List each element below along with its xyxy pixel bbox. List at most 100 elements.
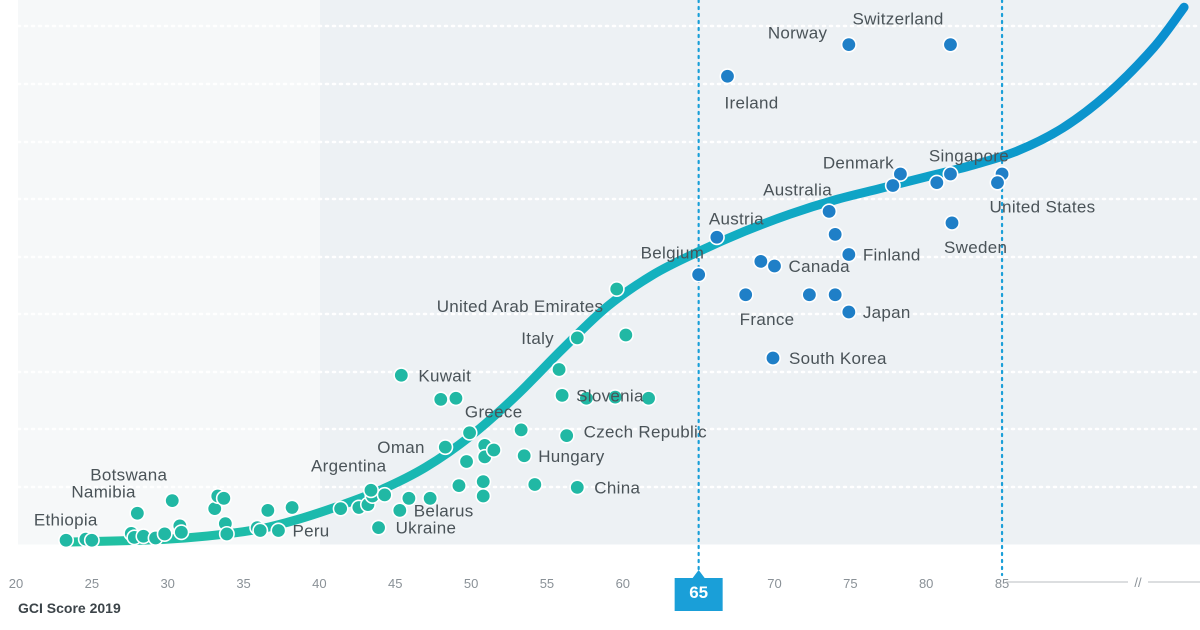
data-point [513, 421, 530, 438]
point-label-ireland: Ireland [724, 93, 778, 112]
point-label-kuwait: Kuwait [418, 366, 471, 385]
data-point [376, 486, 393, 503]
x-tick-label-45: 45 [388, 576, 402, 591]
data-point [400, 490, 417, 507]
data-point-france [737, 286, 754, 303]
x-tick-label-50: 50 [464, 576, 478, 591]
data-point-czech-republic [558, 427, 575, 444]
data-point [422, 490, 439, 507]
plot-band [320, 0, 1200, 547]
data-point [617, 326, 634, 343]
data-point-belgium [690, 266, 707, 283]
data-point [58, 532, 75, 549]
data-point [801, 286, 818, 303]
data-point [607, 389, 624, 406]
data-point-belarus [391, 502, 408, 519]
data-point-denmark [884, 177, 901, 194]
x-tick-label-80: 80 [919, 576, 933, 591]
x-tick-label-40: 40 [312, 576, 326, 591]
data-point [475, 487, 492, 504]
data-point-argentina [362, 482, 379, 499]
x-tick-label-35: 35 [236, 576, 250, 591]
data-point-austria [708, 229, 725, 246]
point-label-hungary: Hungary [538, 447, 605, 466]
highlight-marker-badge [674, 570, 723, 611]
data-point [827, 226, 844, 243]
data-point [156, 525, 173, 542]
x-tick-label-25: 25 [85, 576, 99, 591]
data-point [752, 253, 769, 270]
data-point [173, 524, 190, 541]
point-label-ukraine: Ukraine [396, 519, 457, 538]
data-point [259, 502, 276, 519]
data-point-peru [270, 522, 287, 539]
point-label-czech-republic: Czech Republic [584, 423, 707, 442]
data-point [432, 391, 449, 408]
point-label-oman: Oman [377, 438, 425, 457]
data-point-hungary [516, 447, 533, 464]
trend-curve [61, 2, 1189, 547]
point-label-peru: Peru [292, 522, 329, 541]
x-tick-label-55: 55 [540, 576, 554, 591]
point-label-norway: Norway [768, 24, 828, 43]
data-point [215, 490, 232, 507]
x-tick-label-20: 20 [9, 576, 23, 591]
data-point [578, 390, 595, 407]
point-label-denmark: Denmark [823, 154, 894, 173]
data-point-norway [840, 36, 857, 53]
data-point-ireland [719, 68, 736, 85]
x-tick-label-75: 75 [843, 576, 857, 591]
data-point [892, 166, 909, 183]
data-point-singapore [928, 174, 945, 191]
point-label-ethiopia: Ethiopia [34, 510, 98, 529]
point-label-canada: Canada [789, 257, 851, 276]
highlight-marker-label: 65 [689, 583, 708, 602]
reference-lines [697, 0, 1004, 577]
data-point [332, 500, 349, 517]
point-label-italy: Italy [521, 329, 554, 348]
data-point-south-korea [764, 349, 781, 366]
point-label-namibia: Namibia [71, 482, 136, 501]
data-point [284, 499, 301, 516]
data-point-china [569, 479, 586, 496]
point-label-slovenia: Slovenia [576, 386, 644, 405]
data-point-oman [437, 439, 454, 456]
x-tick-label-70: 70 [767, 576, 781, 591]
data-point-finland [840, 246, 857, 263]
point-label-china: China [594, 478, 640, 497]
data-point [252, 522, 269, 539]
point-label-united-states: United States [989, 198, 1095, 217]
point-label-australia: Australia [763, 180, 832, 199]
point-label-switzerland: Switzerland [852, 10, 943, 29]
data-point-italy [569, 329, 586, 346]
data-point [458, 453, 475, 470]
point-label-austria: Austria [709, 209, 764, 228]
data-point-united-states [989, 174, 1006, 191]
data-point-ukraine [370, 519, 387, 536]
x-axis: 20 25 30 35 40 45 50 55 60 70 75 80 85 // 65 [9, 570, 1200, 611]
data-point-slovenia [554, 387, 571, 404]
data-point-united-arab-emirates [608, 280, 625, 297]
point-label-finland: Finland [863, 246, 921, 265]
data-point [461, 424, 478, 441]
data-point-canada [766, 257, 783, 274]
axis-break-mark: // [1134, 575, 1142, 590]
data-point [551, 361, 568, 378]
point-label-singapore: Singapore [929, 147, 1009, 166]
point-label-france: France [740, 310, 795, 329]
point-label-south-korea: South Korea [789, 349, 887, 368]
point-label-argentina: Argentina [311, 456, 387, 475]
data-point [827, 286, 844, 303]
point-label-sweden: Sweden [944, 238, 1007, 257]
data-point-botswana [164, 492, 181, 509]
x-tick-label-30: 30 [160, 576, 174, 591]
data-point-kuwait [393, 367, 410, 384]
point-label-united-arab-emirates: United Arab Emirates [437, 297, 604, 316]
data-point-greece [447, 390, 464, 407]
data-point-namibia [129, 505, 146, 522]
data-point [218, 525, 235, 542]
x-tick-label-60: 60 [616, 576, 630, 591]
data-point-japan [840, 303, 857, 320]
